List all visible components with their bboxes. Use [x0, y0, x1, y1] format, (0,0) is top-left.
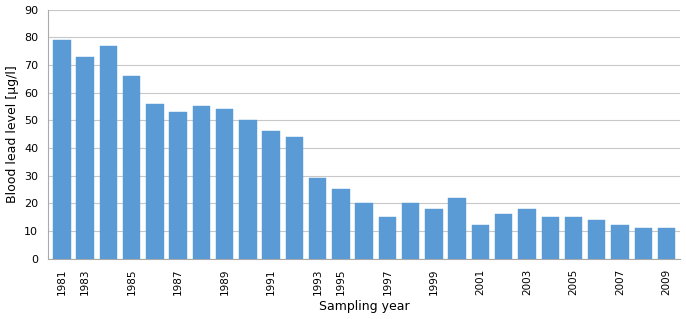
Bar	[169, 112, 187, 259]
Bar	[332, 189, 350, 259]
Bar	[286, 137, 303, 259]
Y-axis label: Blood lead level [μg/l]: Blood lead level [μg/l]	[5, 65, 19, 203]
Bar	[449, 198, 466, 259]
Bar	[588, 220, 606, 259]
Bar	[472, 226, 489, 259]
Bar	[216, 109, 233, 259]
X-axis label: Sampling year: Sampling year	[319, 300, 410, 314]
Bar	[495, 214, 512, 259]
Bar	[355, 203, 373, 259]
Bar	[402, 203, 419, 259]
Bar	[239, 120, 257, 259]
Bar	[193, 107, 210, 259]
Bar	[611, 226, 628, 259]
Bar	[76, 56, 94, 259]
Bar	[309, 178, 327, 259]
Bar	[263, 131, 280, 259]
Bar	[541, 217, 559, 259]
Bar	[658, 228, 675, 259]
Bar	[635, 228, 652, 259]
Bar	[565, 217, 582, 259]
Bar	[379, 217, 397, 259]
Bar	[123, 76, 141, 259]
Bar	[54, 40, 71, 259]
Bar	[146, 104, 164, 259]
Bar	[518, 209, 536, 259]
Bar	[425, 209, 442, 259]
Bar	[99, 46, 117, 259]
